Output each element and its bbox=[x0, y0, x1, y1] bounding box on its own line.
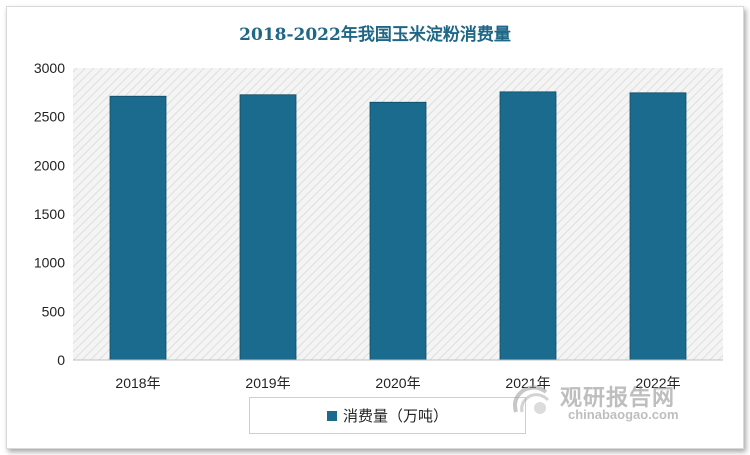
legend-label: 消费量（万吨） bbox=[342, 408, 448, 425]
x-tick-label: 2020年 bbox=[375, 375, 420, 391]
y-tick-label: 500 bbox=[42, 303, 66, 319]
bar-2021年 bbox=[499, 91, 557, 361]
bar-2022年 bbox=[629, 92, 687, 361]
watermark: 观研报告网 chinabaogao.com bbox=[510, 380, 710, 425]
legend-swatch bbox=[326, 410, 337, 421]
y-tick-label: 3000 bbox=[34, 60, 65, 76]
y-tick-label: 1000 bbox=[34, 255, 65, 271]
x-tick-label: 2019年 bbox=[245, 375, 290, 391]
chart-title: 2018-2022年我国玉米淀粉消费量 bbox=[239, 25, 511, 45]
bars bbox=[109, 91, 687, 361]
y-axis-ticks: 0 500 1000 1500 2000 2500 3000 bbox=[34, 60, 65, 368]
y-tick-label: 1500 bbox=[34, 206, 65, 222]
bar-2019年 bbox=[239, 94, 297, 361]
legend: 消费量（万吨） bbox=[249, 397, 526, 434]
x-tick-label: 2022年 bbox=[635, 375, 680, 391]
y-tick-label: 0 bbox=[57, 352, 65, 368]
bar-2018年 bbox=[109, 95, 167, 361]
y-tick-label: 2500 bbox=[34, 109, 65, 125]
watermark-logo-icon bbox=[513, 385, 550, 414]
bar-2020年 bbox=[369, 101, 427, 361]
y-tick-label: 2000 bbox=[34, 157, 65, 173]
x-tick-label: 2018年 bbox=[115, 375, 160, 391]
watermark-cn: 观研报告网 bbox=[560, 385, 676, 410]
watermark-en: chinabaogao.com bbox=[568, 407, 679, 422]
